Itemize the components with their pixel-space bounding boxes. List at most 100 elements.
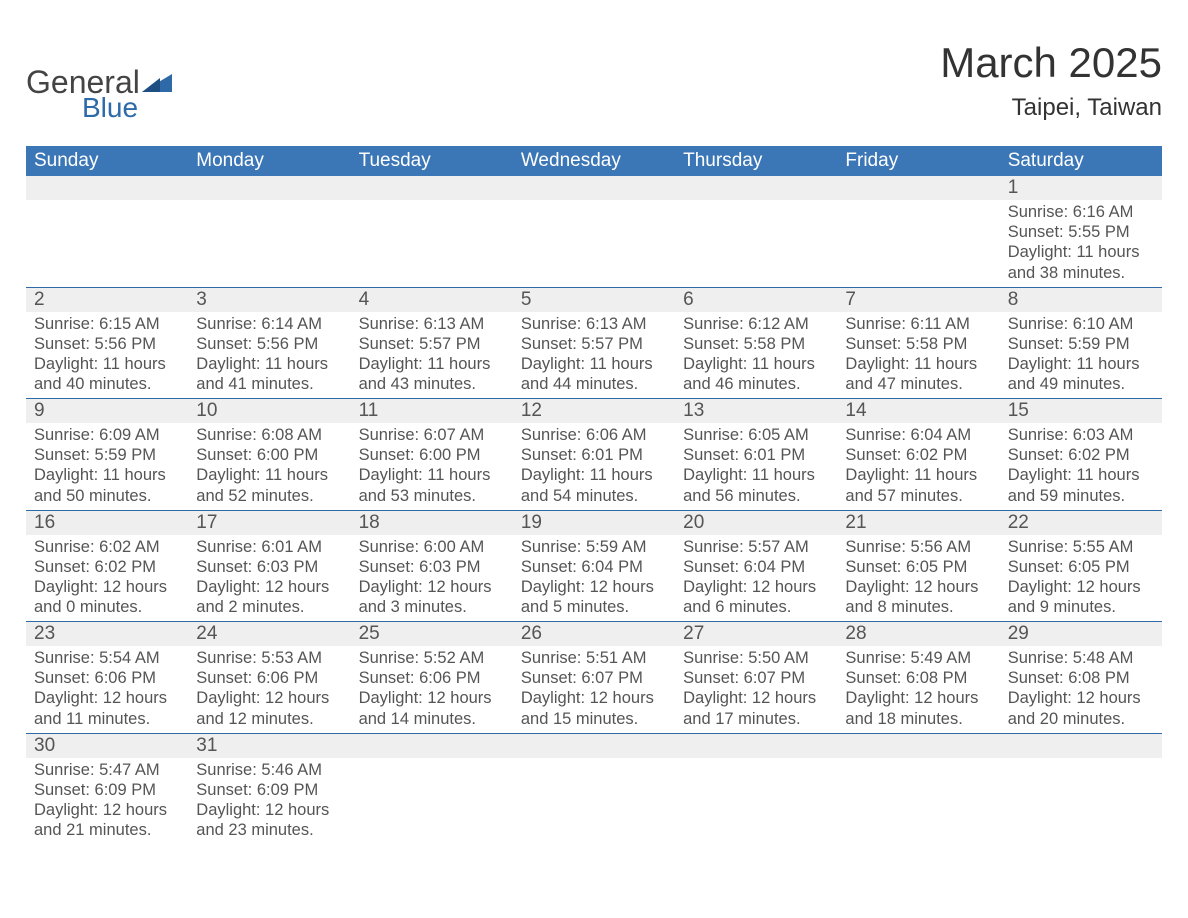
daynum-row: 9101112131415 bbox=[26, 398, 1162, 423]
day-cell: Sunrise: 5:57 AMSunset: 6:04 PMDaylight:… bbox=[675, 535, 837, 622]
day-number bbox=[675, 176, 837, 200]
sunrise-text: Sunrise: 6:08 AM bbox=[196, 425, 342, 445]
day-number: 17 bbox=[188, 511, 350, 535]
day-cell: Sunrise: 6:08 AMSunset: 6:00 PMDaylight:… bbox=[188, 423, 350, 510]
month-title: March 2025 bbox=[940, 40, 1162, 86]
day-number: 16 bbox=[26, 511, 188, 535]
day-cell: Sunrise: 5:53 AMSunset: 6:06 PMDaylight:… bbox=[188, 646, 350, 733]
col-header: Wednesday bbox=[513, 146, 675, 176]
day-cell: Sunrise: 6:13 AMSunset: 5:57 PMDaylight:… bbox=[513, 312, 675, 399]
sunrise-text: Sunrise: 6:13 AM bbox=[359, 314, 505, 334]
sunrise-text: Sunrise: 5:56 AM bbox=[845, 537, 991, 557]
day-number: 1 bbox=[1000, 176, 1162, 200]
day-number: 31 bbox=[188, 734, 350, 758]
daylight-text: Daylight: 11 hours and 38 minutes. bbox=[1008, 242, 1154, 282]
daylight-text: Daylight: 12 hours and 12 minutes. bbox=[196, 688, 342, 728]
sunrise-text: Sunrise: 6:09 AM bbox=[34, 425, 180, 445]
daylight-text: Daylight: 12 hours and 20 minutes. bbox=[1008, 688, 1154, 728]
calendar-body: 1Sunrise: 6:16 AMSunset: 5:55 PMDaylight… bbox=[26, 176, 1162, 844]
sunrise-text: Sunrise: 6:13 AM bbox=[521, 314, 667, 334]
day-number: 28 bbox=[837, 622, 999, 646]
sunset-text: Sunset: 6:09 PM bbox=[34, 780, 180, 800]
sunrise-text: Sunrise: 6:10 AM bbox=[1008, 314, 1154, 334]
day-cell: Sunrise: 5:50 AMSunset: 6:07 PMDaylight:… bbox=[675, 646, 837, 733]
sunset-text: Sunset: 6:07 PM bbox=[683, 668, 829, 688]
sunrise-text: Sunrise: 5:55 AM bbox=[1008, 537, 1154, 557]
day-cell bbox=[351, 758, 513, 845]
sunrise-text: Sunrise: 5:47 AM bbox=[34, 760, 180, 780]
sunrise-text: Sunrise: 5:49 AM bbox=[845, 648, 991, 668]
sunset-text: Sunset: 6:02 PM bbox=[845, 445, 991, 465]
day-cell: Sunrise: 6:15 AMSunset: 5:56 PMDaylight:… bbox=[26, 312, 188, 399]
sunrise-text: Sunrise: 5:48 AM bbox=[1008, 648, 1154, 668]
title-block: March 2025 Taipei, Taiwan bbox=[940, 30, 1162, 132]
daylight-text: Daylight: 12 hours and 17 minutes. bbox=[683, 688, 829, 728]
sunset-text: Sunset: 6:06 PM bbox=[196, 668, 342, 688]
sunset-text: Sunset: 6:03 PM bbox=[196, 557, 342, 577]
daylight-text: Daylight: 12 hours and 21 minutes. bbox=[34, 800, 180, 840]
daylight-text: Daylight: 11 hours and 49 minutes. bbox=[1008, 354, 1154, 394]
sunset-text: Sunset: 6:09 PM bbox=[196, 780, 342, 800]
daylight-text: Daylight: 12 hours and 14 minutes. bbox=[359, 688, 505, 728]
sunrise-text: Sunrise: 6:04 AM bbox=[845, 425, 991, 445]
day-cell: Sunrise: 5:49 AMSunset: 6:08 PMDaylight:… bbox=[837, 646, 999, 733]
day-cell: Sunrise: 5:56 AMSunset: 6:05 PMDaylight:… bbox=[837, 535, 999, 622]
sunset-text: Sunset: 6:04 PM bbox=[521, 557, 667, 577]
day-number bbox=[1000, 734, 1162, 758]
sunrise-text: Sunrise: 5:54 AM bbox=[34, 648, 180, 668]
sunrise-text: Sunrise: 5:46 AM bbox=[196, 760, 342, 780]
day-cell: Sunrise: 5:54 AMSunset: 6:06 PMDaylight:… bbox=[26, 646, 188, 733]
day-number: 4 bbox=[351, 288, 513, 312]
day-cell: Sunrise: 6:06 AMSunset: 6:01 PMDaylight:… bbox=[513, 423, 675, 510]
calendar-header-row: Sunday Monday Tuesday Wednesday Thursday… bbox=[26, 146, 1162, 176]
sunset-text: Sunset: 5:56 PM bbox=[34, 334, 180, 354]
sunrise-text: Sunrise: 6:02 AM bbox=[34, 537, 180, 557]
day-cell: Sunrise: 6:03 AMSunset: 6:02 PMDaylight:… bbox=[1000, 423, 1162, 510]
day-cell bbox=[675, 758, 837, 845]
col-header: Thursday bbox=[675, 146, 837, 176]
data-row: Sunrise: 5:47 AMSunset: 6:09 PMDaylight:… bbox=[26, 758, 1162, 845]
daylight-text: Daylight: 11 hours and 44 minutes. bbox=[521, 354, 667, 394]
day-number bbox=[675, 734, 837, 758]
day-number: 19 bbox=[513, 511, 675, 535]
day-number bbox=[837, 734, 999, 758]
day-cell: Sunrise: 5:55 AMSunset: 6:05 PMDaylight:… bbox=[1000, 535, 1162, 622]
col-header: Sunday bbox=[26, 146, 188, 176]
day-number: 22 bbox=[1000, 511, 1162, 535]
day-number: 5 bbox=[513, 288, 675, 312]
daylight-text: Daylight: 11 hours and 40 minutes. bbox=[34, 354, 180, 394]
day-number: 23 bbox=[26, 622, 188, 646]
sunset-text: Sunset: 5:59 PM bbox=[1008, 334, 1154, 354]
day-number: 8 bbox=[1000, 288, 1162, 312]
sunset-text: Sunset: 5:57 PM bbox=[521, 334, 667, 354]
sunrise-text: Sunrise: 6:11 AM bbox=[845, 314, 991, 334]
day-cell bbox=[26, 200, 188, 287]
day-cell: Sunrise: 6:04 AMSunset: 6:02 PMDaylight:… bbox=[837, 423, 999, 510]
calendar-table: Sunday Monday Tuesday Wednesday Thursday… bbox=[26, 146, 1162, 844]
sunset-text: Sunset: 5:59 PM bbox=[34, 445, 180, 465]
sunrise-text: Sunrise: 6:07 AM bbox=[359, 425, 505, 445]
day-number bbox=[513, 734, 675, 758]
data-row: Sunrise: 6:15 AMSunset: 5:56 PMDaylight:… bbox=[26, 312, 1162, 399]
day-number bbox=[351, 176, 513, 200]
day-cell: Sunrise: 5:47 AMSunset: 6:09 PMDaylight:… bbox=[26, 758, 188, 845]
day-number: 9 bbox=[26, 399, 188, 423]
sunrise-text: Sunrise: 6:15 AM bbox=[34, 314, 180, 334]
daynum-row: 23242526272829 bbox=[26, 621, 1162, 646]
day-cell: Sunrise: 5:52 AMSunset: 6:06 PMDaylight:… bbox=[351, 646, 513, 733]
data-row: Sunrise: 6:02 AMSunset: 6:02 PMDaylight:… bbox=[26, 535, 1162, 622]
day-number bbox=[188, 176, 350, 200]
day-cell: Sunrise: 6:16 AMSunset: 5:55 PMDaylight:… bbox=[1000, 200, 1162, 287]
sunset-text: Sunset: 6:00 PM bbox=[359, 445, 505, 465]
day-number: 7 bbox=[837, 288, 999, 312]
day-number: 11 bbox=[351, 399, 513, 423]
sunrise-text: Sunrise: 6:03 AM bbox=[1008, 425, 1154, 445]
sunset-text: Sunset: 6:08 PM bbox=[845, 668, 991, 688]
day-number bbox=[26, 176, 188, 200]
sunset-text: Sunset: 6:06 PM bbox=[359, 668, 505, 688]
daylight-text: Daylight: 12 hours and 8 minutes. bbox=[845, 577, 991, 617]
location-subtitle: Taipei, Taiwan bbox=[940, 94, 1162, 122]
day-cell: Sunrise: 5:46 AMSunset: 6:09 PMDaylight:… bbox=[188, 758, 350, 845]
daylight-text: Daylight: 12 hours and 6 minutes. bbox=[683, 577, 829, 617]
daylight-text: Daylight: 12 hours and 11 minutes. bbox=[34, 688, 180, 728]
